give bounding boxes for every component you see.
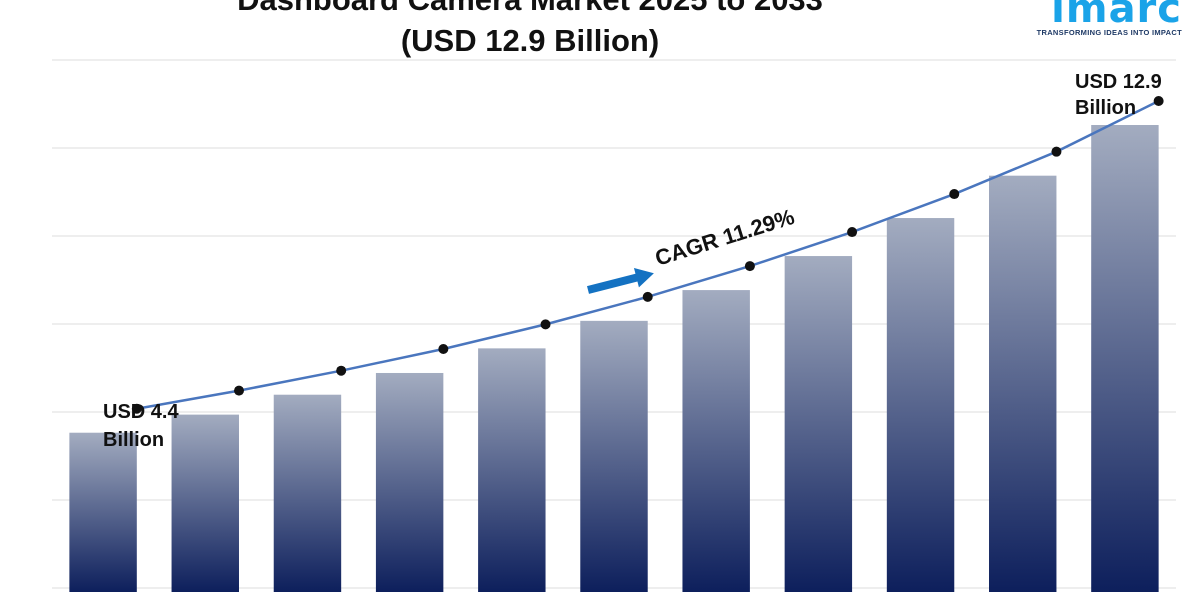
trend-point (949, 189, 960, 200)
bar (682, 290, 750, 592)
imarc-logo: imarc TRANSFORMING IDEAS INTO IMPACT (1032, 0, 1182, 37)
trend-point (1153, 96, 1164, 106)
chart-title-line1: Dashboard Camera Market 2025 to 2033 (0, 0, 1060, 19)
cagr-label: CAGR 11.29% (652, 204, 797, 271)
bars (69, 125, 1159, 593)
bar (69, 432, 137, 592)
chart-title-line2: (USD 12.9 Billion) (400, 23, 660, 58)
bar (1091, 125, 1159, 592)
logo-wordmark: imarc (1051, 0, 1182, 32)
logo-tagline: TRANSFORMING IDEAS INTO IMPACT (1036, 28, 1182, 37)
bar (273, 394, 342, 592)
end-value-label: USD 12.9 (1075, 71, 1162, 93)
trend-point (131, 403, 142, 414)
cagr-arrow-icon (587, 267, 654, 294)
trend-point (1051, 146, 1062, 157)
bar (171, 414, 239, 592)
trend-point (642, 291, 653, 302)
end-value-unit-label: Billion (1075, 97, 1136, 119)
bar (580, 320, 648, 592)
cagr-arrow-group (587, 267, 654, 294)
start-value-unit-label: Billion (103, 429, 164, 451)
trend-line (131, 96, 1164, 414)
start-value-label: USD 4.4 (103, 401, 179, 423)
bar (886, 218, 955, 593)
trend-point (438, 343, 449, 354)
trend-point (336, 365, 347, 376)
bar (478, 348, 546, 592)
bar (784, 256, 853, 592)
trend-point (233, 385, 244, 396)
trend-point (847, 227, 858, 238)
bar (989, 175, 1057, 592)
bar (375, 372, 444, 592)
trend-point (540, 319, 551, 330)
trend-point (744, 261, 755, 272)
